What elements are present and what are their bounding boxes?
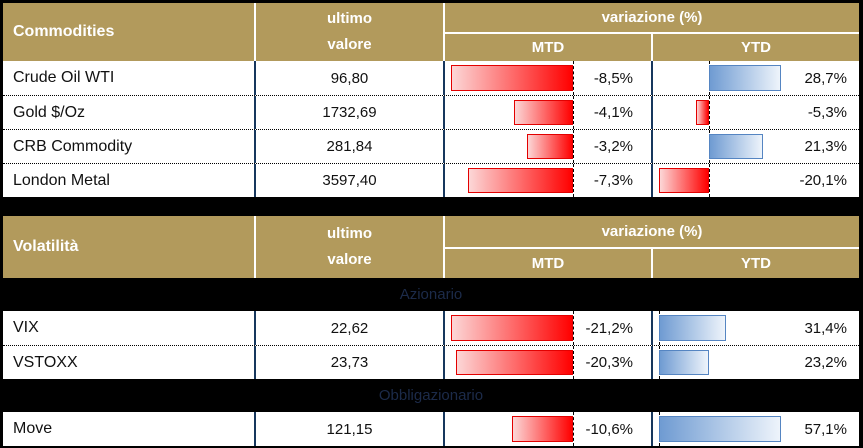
table-row: VIX 22,62 -21,2% 31,4% bbox=[3, 311, 859, 345]
mtd-percent-value: -21,2% bbox=[585, 319, 633, 337]
table-title: Volatilità bbox=[13, 238, 79, 255]
mtd-data-bar bbox=[451, 65, 573, 91]
ytd-data-bar bbox=[659, 350, 709, 375]
mtd-zero-axis-line bbox=[573, 61, 574, 95]
mtd-zero-axis-line bbox=[573, 311, 574, 345]
mtd-subheader: MTD bbox=[443, 32, 651, 61]
last-value: 22,62 bbox=[254, 311, 443, 345]
value-header-line: ultimo bbox=[327, 10, 372, 27]
ytd-percent-value: 31,4% bbox=[804, 319, 847, 337]
row-label: London Metal bbox=[13, 171, 110, 189]
ytd-percent-value: -5,3% bbox=[807, 104, 847, 121]
ytd-cell: 57,1% bbox=[651, 412, 859, 446]
ytd-cell: -5,3% bbox=[651, 96, 859, 129]
table-row: London Metal 3597,40 -7,3% -20,1% bbox=[3, 163, 859, 197]
change-column-header: variazione (%) bbox=[443, 3, 859, 32]
last-value: 23,73 bbox=[254, 346, 443, 379]
mtd-zero-axis-line bbox=[573, 412, 574, 446]
ytd-data-bar bbox=[709, 134, 763, 159]
ytd-percent-value: -20,1% bbox=[799, 172, 847, 189]
value-header-line: ultimo bbox=[327, 225, 372, 242]
row-label: Gold $/Oz bbox=[13, 103, 86, 121]
mtd-zero-axis-line bbox=[573, 96, 574, 129]
ytd-percent-value: 57,1% bbox=[804, 420, 847, 438]
table-header: Volatilità ultimo valore variazione (%) MTD Y… bbox=[3, 216, 859, 278]
section-band: Obbligazionario bbox=[3, 379, 859, 412]
last-value-column-header: ultimo valore bbox=[254, 3, 443, 61]
last-value: 121,15 bbox=[254, 412, 443, 446]
table-row: CRB Commodity 281,84 -3,2% 21,3% bbox=[3, 129, 859, 163]
ytd-cell: -20,1% bbox=[651, 164, 859, 197]
ytd-subheader: YTD bbox=[651, 247, 859, 278]
mtd-data-bar bbox=[468, 168, 573, 193]
table-row: VSTOXX 23,73 -20,3% 23,2% bbox=[3, 345, 859, 379]
mtd-percent-value: -4,1% bbox=[593, 104, 633, 121]
ytd-zero-axis-line bbox=[709, 96, 711, 129]
mtd-data-bar bbox=[514, 100, 573, 125]
row-label: VSTOXX bbox=[13, 353, 78, 371]
mtd-data-bar bbox=[527, 134, 573, 159]
ytd-data-bar bbox=[696, 100, 710, 125]
row-label: CRB Commodity bbox=[13, 137, 133, 155]
table-row: Move 121,15 -10,6% 57,1% bbox=[3, 412, 859, 446]
section-band: Azionario bbox=[3, 278, 859, 311]
ytd-data-bar bbox=[709, 65, 782, 91]
row-label: Crude Oil WTI bbox=[13, 69, 115, 86]
mtd-cell: -8,5% bbox=[443, 61, 651, 95]
mtd-subheader: MTD bbox=[443, 247, 651, 278]
mtd-data-bar bbox=[456, 350, 573, 375]
ytd-cell: 31,4% bbox=[651, 311, 859, 345]
table-title: Commodities bbox=[13, 23, 115, 40]
ytd-percent-value: 21,3% bbox=[804, 138, 847, 155]
mtd-cell: -7,3% bbox=[443, 164, 651, 197]
mtd-percent-value: -3,2% bbox=[593, 138, 633, 155]
last-value: 3597,40 bbox=[254, 164, 443, 197]
mtd-cell: -3,2% bbox=[443, 130, 651, 163]
mtd-percent-value: -8,5% bbox=[593, 69, 633, 87]
ytd-cell: 23,2% bbox=[651, 346, 859, 379]
row-label: Move bbox=[13, 420, 53, 437]
last-value: 281,84 bbox=[254, 130, 443, 163]
ytd-data-bar bbox=[659, 315, 727, 341]
table-header: Commodities ultimo valore variazione (%) MTD… bbox=[3, 3, 859, 61]
mtd-data-bar bbox=[451, 315, 573, 341]
ytd-percent-value: 28,7% bbox=[804, 69, 847, 87]
ytd-cell: 21,3% bbox=[651, 130, 859, 163]
last-value: 96,80 bbox=[254, 61, 443, 95]
ytd-data-bar bbox=[659, 416, 781, 442]
table-row: Gold $/Oz 1732,69 -4,1% -5,3% bbox=[3, 95, 859, 129]
mtd-cell: -10,6% bbox=[443, 412, 651, 446]
ytd-cell: 28,7% bbox=[651, 61, 859, 95]
volatility-table: Volatilità ultimo valore variazione (%) MTD Y… bbox=[3, 216, 859, 446]
report-tables-container: Commodities ultimo valore variazione (%) MTD… bbox=[3, 3, 859, 446]
mtd-percent-value: -10,6% bbox=[585, 420, 633, 438]
last-value-column-header: ultimo valore bbox=[254, 216, 443, 278]
ytd-zero-axis-line bbox=[709, 164, 711, 197]
mtd-percent-value: -20,3% bbox=[585, 354, 633, 371]
value-header-line: valore bbox=[327, 251, 372, 268]
ytd-subheader: YTD bbox=[651, 32, 859, 61]
mtd-zero-axis-line bbox=[573, 346, 574, 379]
mtd-cell: -4,1% bbox=[443, 96, 651, 129]
last-value: 1732,69 bbox=[254, 96, 443, 129]
ytd-percent-value: 23,2% bbox=[804, 354, 847, 371]
mtd-cell: -20,3% bbox=[443, 346, 651, 379]
mtd-zero-axis-line bbox=[573, 130, 574, 163]
ytd-data-bar bbox=[659, 168, 710, 193]
row-label: VIX bbox=[13, 319, 39, 336]
change-column-header: variazione (%) bbox=[443, 216, 859, 247]
table-row: Crude Oil WTI 96,80 -8,5% 28,7% bbox=[3, 61, 859, 95]
mtd-data-bar bbox=[512, 416, 573, 442]
mtd-zero-axis-line bbox=[573, 164, 574, 197]
value-header-line: valore bbox=[327, 36, 372, 53]
mtd-cell: -21,2% bbox=[443, 311, 651, 345]
commodities-table: Commodities ultimo valore variazione (%) MTD… bbox=[3, 3, 859, 197]
mtd-percent-value: -7,3% bbox=[593, 172, 633, 189]
